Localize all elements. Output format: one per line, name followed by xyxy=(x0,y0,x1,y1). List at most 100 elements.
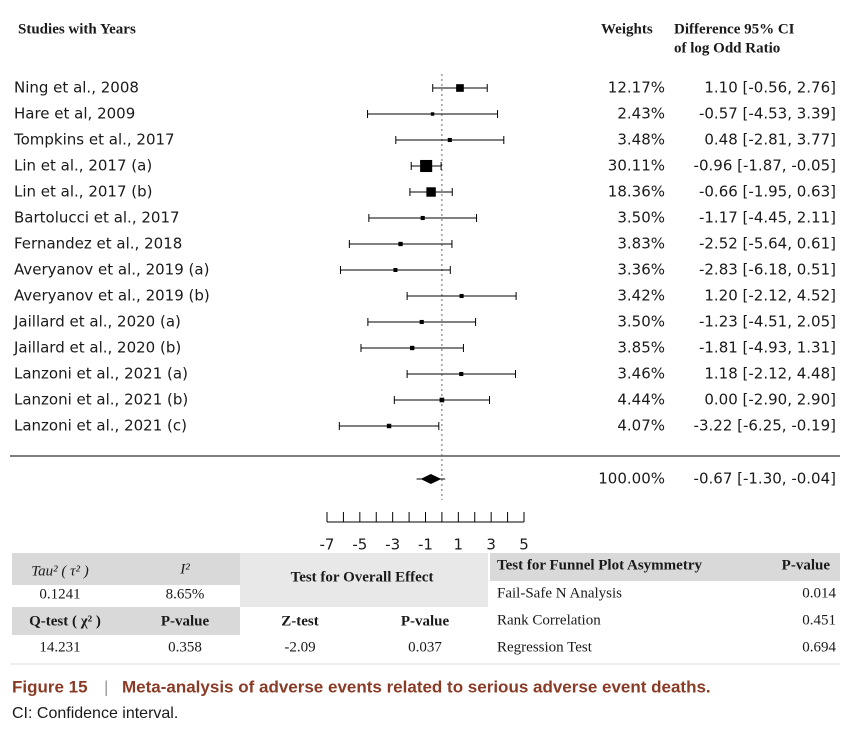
table-cell: 14.231 xyxy=(39,639,80,655)
x-tick-label: -5 xyxy=(352,536,367,554)
table-cell: Rank Correlation xyxy=(497,612,601,628)
ci-label: -0.57 [-4.53, 3.39] xyxy=(699,105,836,123)
ci-label: -0.66 [-1.95, 0.63] xyxy=(699,183,836,201)
effect-marker xyxy=(393,267,398,273)
header-difference-sub: of log Odd Ratio xyxy=(674,40,780,56)
table-header: P-value xyxy=(161,613,210,629)
weight-label: 3.85% xyxy=(617,339,665,357)
table-cell: 0.037 xyxy=(408,639,442,655)
study-name: Hare et al, 2009 xyxy=(14,105,135,123)
effect-marker xyxy=(447,137,452,143)
weight-label: 3.50% xyxy=(617,313,665,331)
effect-marker xyxy=(426,187,436,197)
weight-label: 3.48% xyxy=(617,131,665,149)
study-name: Jaillard et al., 2020 (b) xyxy=(13,339,181,357)
table-cell: Regression Test xyxy=(497,639,593,655)
study-name: Jaillard et al., 2020 (a) xyxy=(13,313,181,331)
ci-label: -3.22 [-6.25, -0.19] xyxy=(694,417,836,435)
header-difference: Difference 95% CI xyxy=(674,21,795,37)
table-header: Test for Overall Effect xyxy=(291,569,434,585)
table-bg xyxy=(240,553,488,607)
table-cell: -2.09 xyxy=(284,639,315,655)
effect-marker xyxy=(386,423,392,429)
ci-label: -1.23 [-4.51, 2.05] xyxy=(699,313,836,331)
effect-marker xyxy=(459,371,464,377)
study-name: Tompkins et al., 2017 xyxy=(13,131,175,149)
study-name: Lin et al., 2017 (b) xyxy=(14,183,153,201)
weight-label: 30.11% xyxy=(608,157,665,175)
ci-label: 1.18 [-2.12, 4.48] xyxy=(704,365,836,383)
table-header: Tau² ( τ² ) xyxy=(31,563,89,579)
table-bg xyxy=(12,607,240,635)
x-tick-label: 5 xyxy=(519,536,529,554)
x-tick-label: 1 xyxy=(454,536,464,554)
table-cell: 0.358 xyxy=(168,639,202,655)
ci-label: -0.96 [-1.87, -0.05] xyxy=(694,157,836,175)
study-name: Averyanov et al., 2019 (b) xyxy=(14,287,210,305)
table-cell: Fail-Safe N Analysis xyxy=(497,585,622,601)
weight-label: 3.36% xyxy=(617,261,665,279)
table-header: Test for Funnel Plot Asymmetry xyxy=(497,557,702,573)
table-header: P-value xyxy=(401,613,450,629)
ci-label: -1.81 [-4.93, 1.31] xyxy=(699,339,836,357)
table-bg xyxy=(12,553,240,585)
effect-marker xyxy=(439,397,445,403)
study-name: Averyanov et al., 2019 (a) xyxy=(14,261,209,279)
ci-label: -2.83 [-6.18, 0.51] xyxy=(699,261,836,279)
weight-label: 3.46% xyxy=(617,365,665,383)
study-name: Lin et al., 2017 (a) xyxy=(14,157,152,175)
ci-label: -2.52 [-5.64, 0.61] xyxy=(699,235,836,253)
caption-separator: | xyxy=(104,677,108,696)
caption-label: Figure 15 xyxy=(12,677,88,696)
effect-marker xyxy=(420,215,425,221)
weight-label: 12.17% xyxy=(608,79,665,97)
weight-label: 4.44% xyxy=(617,391,665,409)
study-name: Bartolucci et al., 2017 xyxy=(14,209,180,227)
table-cell: 0.451 xyxy=(802,612,836,628)
study-name: Lanzoni et al., 2021 (c) xyxy=(14,417,187,435)
effect-marker xyxy=(430,112,435,116)
study-name: Ning et al., 2008 xyxy=(14,79,139,97)
ci-label: 1.20 [-2.12, 4.52] xyxy=(704,287,836,305)
ci-label: 0.00 [-2.90, 2.90] xyxy=(704,391,836,409)
weight-label: 3.83% xyxy=(617,235,665,253)
x-tick-label: -7 xyxy=(320,536,335,554)
table-header: P-value xyxy=(782,557,831,573)
table-cell: 0.1241 xyxy=(39,586,80,602)
weight-label: 3.42% xyxy=(617,287,665,305)
weight-label: 18.36% xyxy=(608,183,665,201)
table-header: I² xyxy=(179,561,190,577)
effect-marker xyxy=(419,319,424,325)
table-cell: 0.694 xyxy=(802,639,836,655)
ci-label: -0.67 [-1.30, -0.04] xyxy=(694,470,836,488)
weight-label: 100.00% xyxy=(598,470,665,488)
weight-label: 4.07% xyxy=(617,417,665,435)
study-name: Fernandez et al., 2018 xyxy=(14,235,182,253)
header-weights: Weights xyxy=(601,21,653,37)
x-tick-label: -1 xyxy=(418,536,433,554)
ci-label: -1.17 [-4.45, 2.11] xyxy=(699,209,836,227)
weight-label: 2.43% xyxy=(617,105,665,123)
effect-marker xyxy=(410,345,415,351)
table-bg xyxy=(490,553,840,581)
weight-label: 3.50% xyxy=(617,209,665,227)
effect-marker xyxy=(456,84,464,92)
table-header: Z-test xyxy=(281,613,319,629)
x-tick-label: 3 xyxy=(486,536,496,554)
effect-marker xyxy=(420,159,433,173)
table-cell: 0.014 xyxy=(802,585,836,601)
table-header: Q-test ( χ² ) xyxy=(29,613,101,629)
ci-label: 0.48 [-2.81, 3.77] xyxy=(704,131,836,149)
caption-title: Meta-analysis of adverse events related … xyxy=(122,677,711,696)
table-cell: 8.65% xyxy=(166,586,205,602)
effect-marker xyxy=(459,293,464,299)
header-studies: Studies with Years xyxy=(18,21,136,37)
effect-marker xyxy=(398,241,403,247)
ci-label: 1.10 [-0.56, 2.76] xyxy=(704,79,836,97)
pooled-diamond xyxy=(420,474,442,484)
study-name: Lanzoni et al., 2021 (a) xyxy=(14,365,188,383)
x-tick-label: -3 xyxy=(385,536,400,554)
study-name: Lanzoni et al., 2021 (b) xyxy=(14,391,188,409)
caption-note: CI: Confidence interval. xyxy=(12,705,178,722)
